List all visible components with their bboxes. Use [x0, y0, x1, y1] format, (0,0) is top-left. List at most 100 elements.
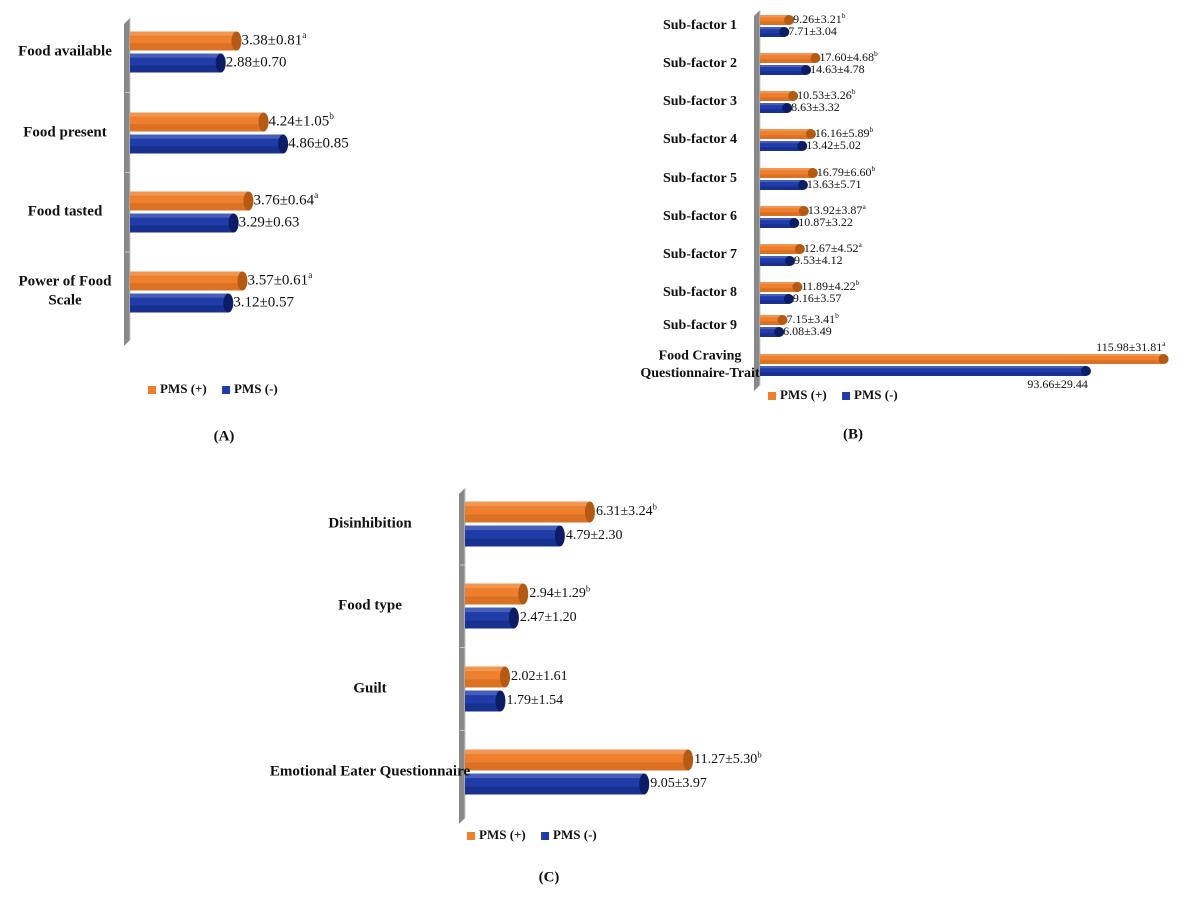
bar-pms-pos — [130, 191, 254, 211]
bar-pms-neg — [760, 141, 808, 151]
legend-swatch-pms-pos — [148, 386, 156, 394]
category-label: Sub-factor 4 — [663, 132, 737, 147]
value-label-pms-pos: 3.57±0.61a — [247, 271, 312, 288]
value-label-pms-neg: 3.29±0.63 — [239, 214, 300, 230]
legend-label-pms-pos: PMS (+) — [479, 827, 526, 842]
value-label-pms-pos: 2.94±1.29b — [529, 584, 590, 602]
category-label: Guilt — [353, 680, 386, 696]
legend-label-pms-neg: PMS (-) — [234, 381, 278, 396]
value-label-pms-pos: 6.31±3.24b — [596, 502, 657, 520]
bar-pms-pos — [465, 749, 694, 771]
category-label: Emotional Eater Questionnaire — [270, 763, 471, 779]
category-label: Sub-factor 3 — [663, 94, 737, 109]
category-label: Disinhibition — [328, 515, 412, 531]
bar-pms-pos — [130, 112, 269, 132]
value-label-pms-neg: 13.63±5.71 — [807, 177, 862, 191]
value-label-pms-neg: 4.79±2.30 — [566, 528, 623, 543]
value-label-pms-neg: 8.63±3.32 — [791, 100, 840, 114]
value-label-pms-neg: 2.88±0.70 — [226, 54, 287, 70]
value-label-pms-pos: 10.53±3.26b — [797, 87, 856, 102]
panel-c: 6.31±3.24b 4.79±2.30 Disinhibition 2.94±1.2… — [270, 488, 762, 885]
legend-swatch-pms-neg — [541, 832, 550, 840]
category-label: Sub-factor 5 — [663, 171, 737, 186]
category-group: 3.57±0.61a 3.12±0.57 Power of Food Scale — [18, 251, 312, 313]
bar-pms-neg — [465, 690, 506, 712]
legend: PMS (+) PMS (-) — [148, 381, 278, 396]
legend-label-pms-pos: PMS (+) — [160, 381, 207, 396]
category-group: 2.02±1.61 1.79±1.54 Guilt — [353, 647, 568, 712]
bar-pms-neg — [465, 773, 650, 795]
value-label-pms-pos: 16.79±6.60b — [817, 164, 876, 179]
category-label: Sub-factor 2 — [663, 56, 737, 71]
category-label: Sub-factor 1 — [663, 18, 737, 33]
value-label-pms-pos: 12.67±4.52a — [804, 240, 863, 255]
category-group: 11.27±5.30b 9.05±3.97 Emotional Eater Ques… — [270, 730, 762, 795]
category-group: 2.94±1.29b 2.47±1.20 Food type — [338, 564, 590, 629]
category-label: Sub-factor 9 — [663, 318, 737, 333]
bar-pms-pos — [760, 354, 1169, 364]
bar-pms-neg — [465, 607, 519, 629]
value-label-pms-neg: 7.71±3.04 — [788, 24, 837, 38]
bar-pms-pos — [760, 168, 818, 178]
bar-pms-neg — [130, 134, 289, 154]
value-label-pms-pos: 4.24±1.05b — [269, 112, 335, 129]
category-label: Sub-factor 7 — [663, 247, 737, 262]
category-group: 6.31±3.24b 4.79±2.30 Disinhibition — [328, 501, 657, 547]
value-label-pms-neg: 9.53±4.12 — [794, 253, 843, 267]
value-label-pms-pos: 11.27±5.30b — [694, 750, 762, 768]
value-label-pms-neg: 4.86±0.85 — [288, 135, 349, 151]
panel-label: (B) — [843, 426, 863, 442]
category-label: Food tasted — [28, 203, 103, 219]
value-label-pms-neg: 93.66±29.44 — [1027, 377, 1088, 391]
legend: PMS (+) PMS (-) — [467, 827, 597, 842]
legend-swatch-pms-pos — [467, 832, 475, 840]
bar-pms-neg — [760, 294, 794, 304]
bar-pms-pos — [465, 501, 595, 523]
axis-wall — [459, 488, 465, 824]
legend-label-pms-neg: PMS (-) — [553, 827, 597, 842]
category-label: Power of Food Scale — [18, 274, 112, 309]
bar-pms-neg — [760, 65, 812, 75]
category-label: Food available — [18, 43, 112, 59]
bar-pms-pos — [760, 129, 816, 139]
bar-pms-neg — [760, 256, 796, 266]
value-label-pms-pos: 16.16±5.89b — [815, 125, 874, 140]
value-label-pms-pos: 3.76±0.64a — [253, 191, 318, 208]
value-label-pms-pos: 11.89±4.22b — [801, 278, 859, 293]
legend-swatch-pms-neg — [222, 386, 231, 394]
axis-wall — [124, 18, 130, 346]
bar-pms-neg — [760, 27, 790, 37]
legend-swatch-pms-pos — [768, 392, 776, 400]
legend-swatch-pms-neg — [842, 392, 851, 400]
category-group: 115.98±31.81a 93.66±29.44 Food Craving Ques… — [640, 339, 1169, 391]
value-label-pms-pos: 3.38±0.81a — [241, 31, 306, 48]
bar-pms-pos — [760, 315, 788, 325]
legend-label-pms-neg: PMS (-) — [854, 387, 898, 402]
axis-wall — [754, 10, 760, 391]
value-label-pms-neg: 14.63±4.78 — [810, 62, 865, 76]
bar-pms-neg — [760, 366, 1091, 376]
bar-pms-neg — [760, 180, 808, 190]
value-label-pms-neg: 9.05±3.97 — [650, 776, 707, 791]
value-label-pms-pos: 2.02±1.61 — [511, 669, 568, 684]
panel-a: 3.38±0.81a 2.88±0.70 Food available 4.24±1.… — [18, 18, 349, 444]
bar-pms-neg — [465, 525, 565, 547]
bar-pms-neg — [760, 218, 800, 228]
bar-pms-pos — [760, 15, 795, 25]
category-group: 4.24±1.05b 4.86±0.85 Food present — [23, 92, 349, 154]
value-label-pms-neg: 3.12±0.57 — [233, 294, 294, 310]
bar-pms-pos — [760, 91, 799, 101]
value-label-pms-neg: 10.87±3.22 — [798, 215, 853, 229]
value-label-pms-pos: 13.92±3.87a — [808, 202, 867, 217]
bar-pms-neg — [130, 293, 234, 313]
legend: PMS (+) PMS (-) — [768, 387, 898, 402]
category-label: Food type — [338, 597, 402, 613]
